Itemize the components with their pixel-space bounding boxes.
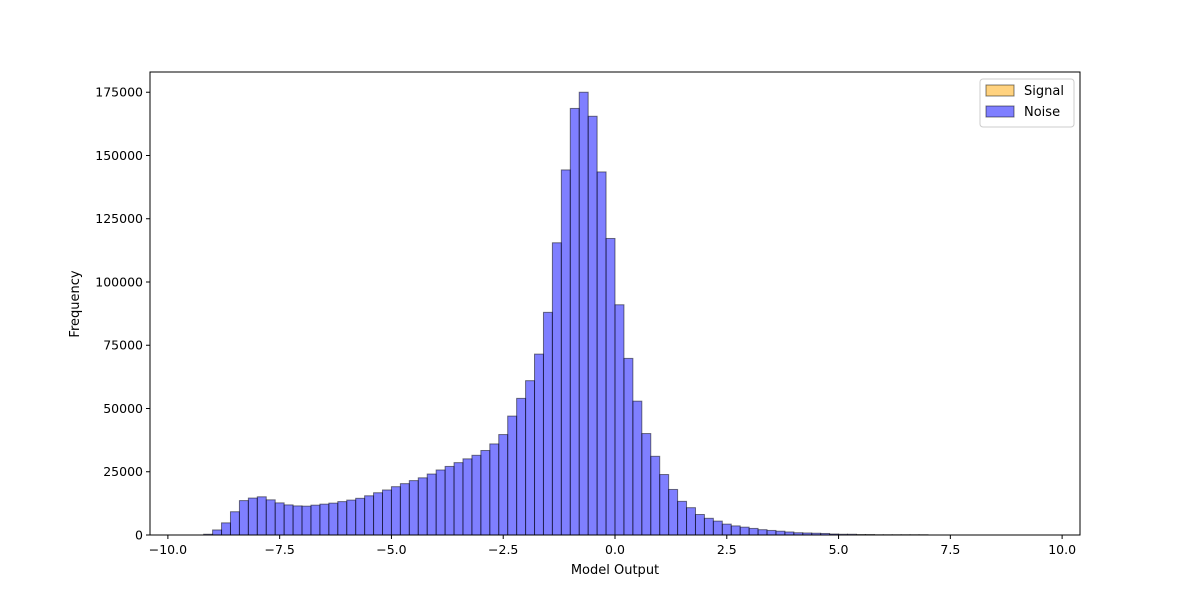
x-axis-ticks: −10.0 −7.5 −5.0 −2.5 0.0 2.5 5.0 7.5 10.0 bbox=[149, 535, 1076, 557]
noise-bar bbox=[256, 496, 267, 536]
x-tick-label: 2.5 bbox=[717, 542, 737, 557]
noise-bar bbox=[775, 530, 786, 536]
x-tick-label: 0.0 bbox=[605, 542, 625, 557]
noise-bar bbox=[596, 171, 607, 536]
legend-swatch-signal bbox=[985, 84, 1015, 97]
y-tick-label: 150000 bbox=[95, 148, 143, 163]
legend-swatch-noise bbox=[985, 105, 1015, 118]
noise-bar bbox=[748, 527, 759, 536]
noise-bar bbox=[668, 488, 679, 536]
noise-bar bbox=[301, 505, 312, 536]
y-axis-ticks: 0 25000 50000 75000 100000 125000 150000 175000 bbox=[95, 85, 150, 543]
noise-bar bbox=[310, 504, 321, 536]
y-tick-label: 75000 bbox=[103, 338, 143, 353]
noise-bar bbox=[721, 523, 732, 536]
x-tick-label: −2.5 bbox=[488, 542, 518, 557]
noise-bar bbox=[516, 397, 527, 536]
noise-bar bbox=[480, 449, 491, 536]
noise-bar bbox=[373, 492, 383, 536]
noise-bar bbox=[417, 477, 428, 536]
noise-bar bbox=[399, 483, 410, 536]
noise-bar bbox=[489, 443, 500, 536]
noise-bar bbox=[364, 495, 375, 536]
x-tick-label: 7.5 bbox=[940, 542, 960, 557]
noise-bar bbox=[766, 529, 777, 536]
noise-bar bbox=[560, 169, 571, 536]
noise-bar bbox=[632, 400, 643, 536]
noise-bar bbox=[337, 501, 348, 536]
noise-bar bbox=[498, 434, 509, 536]
noise-bar bbox=[650, 455, 661, 536]
noise-bar bbox=[551, 242, 562, 536]
y-tick-label: 25000 bbox=[103, 464, 143, 479]
y-tick-label: 50000 bbox=[103, 401, 143, 416]
noise-bar bbox=[534, 353, 544, 536]
noise-bar bbox=[426, 473, 437, 536]
noise-bar bbox=[229, 511, 240, 536]
y-tick-label: 125000 bbox=[95, 211, 143, 226]
x-axis-label: Model Output bbox=[571, 563, 659, 578]
noise-bar bbox=[328, 502, 339, 536]
x-tick-label: 10.0 bbox=[1048, 542, 1076, 557]
noise-bar bbox=[542, 311, 553, 536]
noise-bar bbox=[587, 115, 598, 536]
noise-bar bbox=[265, 499, 276, 536]
noise-bar bbox=[212, 529, 223, 536]
noise-bar bbox=[221, 522, 231, 536]
legend: Signal Noise bbox=[979, 78, 1075, 128]
noise-bar bbox=[292, 505, 303, 536]
noise-bar bbox=[507, 415, 518, 536]
y-tick-label: 0 bbox=[135, 528, 143, 543]
noise-bar bbox=[757, 529, 768, 536]
noise-bar bbox=[641, 433, 652, 536]
noise-bar bbox=[355, 497, 366, 536]
noise-bar bbox=[686, 507, 696, 536]
noise-bar bbox=[382, 489, 392, 536]
noise-bar bbox=[569, 107, 580, 536]
noise-bar bbox=[444, 465, 455, 536]
noise-bar bbox=[462, 458, 473, 536]
noise-bar bbox=[739, 526, 750, 536]
legend-label-signal: Signal bbox=[1024, 84, 1064, 99]
x-tick-label: −5.0 bbox=[376, 542, 406, 557]
noise-bar bbox=[408, 480, 419, 536]
noise-bar bbox=[435, 469, 446, 536]
x-tick-label: −10.0 bbox=[149, 542, 187, 557]
noise-bar bbox=[730, 525, 741, 536]
noise-bar bbox=[694, 514, 705, 536]
noise-bar bbox=[525, 380, 536, 536]
noise-bar bbox=[238, 500, 249, 536]
x-tick-label: −7.5 bbox=[264, 542, 294, 557]
noise-bar bbox=[346, 499, 357, 536]
y-tick-label: 175000 bbox=[95, 85, 143, 100]
noise-bar bbox=[659, 474, 670, 536]
noise-bar bbox=[453, 462, 464, 536]
x-tick-label: 5.0 bbox=[829, 542, 849, 557]
legend-label-noise: Noise bbox=[1024, 105, 1060, 120]
noise-bar bbox=[614, 304, 625, 536]
noise-bar bbox=[274, 502, 285, 536]
noise-bar bbox=[247, 497, 258, 536]
noise-bar bbox=[319, 503, 330, 536]
noise-bar bbox=[623, 357, 634, 536]
noise-bar bbox=[605, 237, 616, 536]
noise-bar bbox=[283, 504, 294, 536]
noise-bar bbox=[703, 517, 714, 536]
noise-bar bbox=[712, 520, 723, 536]
noise-bar bbox=[471, 454, 482, 536]
noise-bar bbox=[578, 91, 589, 536]
noise-bar bbox=[677, 500, 688, 536]
y-tick-label: 100000 bbox=[95, 274, 143, 289]
y-axis-label: Frequency bbox=[68, 270, 83, 337]
noise-bar bbox=[390, 486, 401, 536]
